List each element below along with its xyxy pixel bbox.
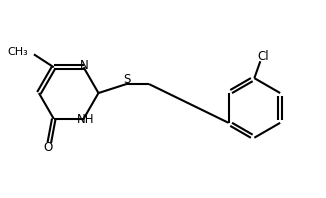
- Text: Cl: Cl: [257, 50, 269, 63]
- Text: S: S: [123, 73, 130, 86]
- Text: NH: NH: [77, 113, 95, 126]
- Text: O: O: [43, 141, 52, 154]
- Text: CH₃: CH₃: [8, 47, 28, 57]
- Text: N: N: [80, 59, 88, 72]
